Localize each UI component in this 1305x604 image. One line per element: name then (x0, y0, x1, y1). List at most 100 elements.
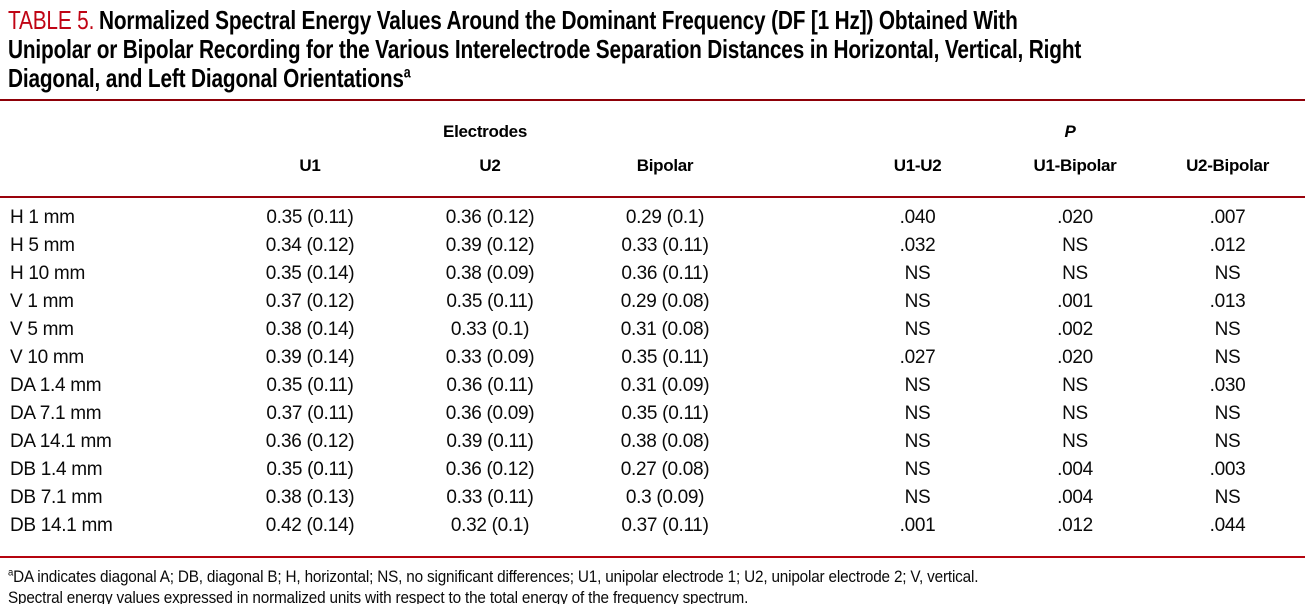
cell-bipolar: 0.27 (0.08) (620, 459, 710, 480)
cell-p-u2-bipolar: .013 (1209, 291, 1246, 312)
column-header-bipolar: Bipolar (636, 156, 694, 175)
cell-p-u2-bipolar: NS (1214, 487, 1241, 508)
results-table: Electrodes P U1 U2 Bipolar U1-U2 U1-Bipo… (0, 99, 1305, 558)
cell-p-u1-bipolar: .004 (1057, 459, 1093, 480)
empty-header-cell (0, 100, 200, 146)
cell-p-u1-u2: NS (904, 263, 931, 284)
cell-u2: 0.33 (0.11) (446, 487, 534, 508)
cell-u2: 0.36 (0.12) (445, 207, 535, 228)
table-row: V 1 mm 0.37 (0.12) 0.35 (0.11) 0.29 (0.0… (0, 288, 1305, 316)
cell-bipolar: 0.31 (0.09) (620, 375, 710, 396)
table-row: H 1 mm 0.35 (0.11) 0.36 (0.12) 0.29 (0.1… (0, 197, 1305, 232)
cell-p-u1-bipolar: .004 (1057, 487, 1093, 508)
cell-u2: 0.39 (0.11) (446, 431, 534, 452)
cell-p-u1-bipolar: .012 (1057, 515, 1093, 536)
cell-u2: 0.33 (0.1) (450, 319, 530, 340)
cell-p-u1-u2: .040 (899, 207, 936, 228)
cell-bipolar: 0.35 (0.11) (621, 347, 709, 368)
cell-p-u2-bipolar: .007 (1209, 207, 1246, 228)
table-header: Electrodes P U1 U2 Bipolar U1-U2 U1-Bipo… (0, 100, 1305, 197)
cell-bipolar: 0.29 (0.1) (625, 207, 705, 228)
table-row: H 5 mm 0.34 (0.12) 0.39 (0.12) 0.33 (0.1… (0, 232, 1305, 260)
cell-bipolar: 0.31 (0.08) (620, 319, 710, 340)
spacer-cell (770, 197, 835, 232)
cell-p-u2-bipolar: NS (1214, 431, 1241, 452)
cell-p-u1-bipolar: .002 (1057, 319, 1093, 340)
cell-p-u2-bipolar: NS (1214, 403, 1241, 424)
spacer-cell (770, 146, 835, 197)
cell-bipolar: 0.35 (0.11) (621, 403, 709, 424)
cell-bipolar: 0.36 (0.11) (621, 263, 709, 284)
row-label: DB 1.4 mm (10, 459, 103, 480)
table-row: DB 1.4 mm 0.35 (0.11) 0.36 (0.12) 0.27 (… (0, 456, 1305, 484)
row-label: DB 7.1 mm (10, 487, 103, 508)
cell-u2: 0.36 (0.11) (446, 375, 534, 396)
table-row: V 10 mm 0.39 (0.14) 0.33 (0.09) 0.35 (0.… (0, 344, 1305, 372)
cell-p-u1-u2: NS (904, 319, 931, 340)
caption-line-1: TABLE 5. Normalized Spectral Energy Value… (8, 6, 1046, 35)
row-label: V 5 mm (10, 319, 74, 340)
cell-p-u1-bipolar: NS (1062, 263, 1088, 284)
row-label: V 10 mm (10, 347, 84, 368)
cell-p-u2-bipolar: .003 (1209, 459, 1246, 480)
caption-line-2: Unipolar or Bipolar Recording for the Va… (8, 34, 1082, 64)
spacer-cell (770, 428, 835, 456)
cell-u2: 0.38 (0.09) (445, 263, 535, 284)
cell-u2: 0.32 (0.1) (450, 515, 530, 536)
cell-u1: 0.35 (0.11) (266, 459, 354, 480)
spacer-cell (770, 512, 835, 557)
cell-u2: 0.36 (0.12) (445, 459, 535, 480)
table-row: V 5 mm 0.38 (0.14) 0.33 (0.1) 0.31 (0.08… (0, 316, 1305, 344)
cell-u1: 0.42 (0.14) (265, 515, 355, 536)
cell-p-u2-bipolar: .044 (1209, 515, 1246, 536)
footnote-line-2: Spectral energy values expressed in norm… (8, 588, 749, 604)
cell-p-u1-u2: .027 (899, 347, 936, 368)
caption-line-1-text: Normalized Spectral Energy Values Around… (99, 5, 1018, 35)
cell-u2: 0.39 (0.12) (445, 235, 535, 256)
cell-p-u1-bipolar: NS (1062, 403, 1088, 424)
row-label: DA 1.4 mm (10, 375, 102, 396)
spacer-cell (770, 484, 835, 512)
cell-p-u1-bipolar: .020 (1057, 207, 1093, 228)
cell-u1: 0.37 (0.11) (266, 403, 354, 424)
row-label: DB 14.1 mm (10, 515, 113, 536)
cell-p-u2-bipolar: NS (1214, 263, 1241, 284)
column-header-row: U1 U2 Bipolar U1-U2 U1-Bipolar U2-Bipola… (0, 146, 1305, 197)
cell-u2: 0.33 (0.09) (445, 347, 535, 368)
cell-u1: 0.34 (0.12) (265, 235, 355, 256)
cell-p-u1-u2: .032 (899, 235, 936, 256)
cell-p-u1-u2: NS (904, 431, 931, 452)
cell-u1: 0.38 (0.14) (265, 319, 355, 340)
cell-p-u1-bipolar: NS (1062, 235, 1088, 256)
p-group-header: P (1064, 122, 1076, 141)
column-header-u2: U2 (479, 156, 501, 175)
spacer-cell (770, 400, 835, 428)
cell-p-u2-bipolar: .012 (1209, 235, 1246, 256)
spacer-cell (770, 372, 835, 400)
cell-p-u2-bipolar: NS (1214, 347, 1241, 368)
table-row: DB 7.1 mm 0.38 (0.13) 0.33 (0.11) 0.3 (0… (0, 484, 1305, 512)
spacer-cell (770, 100, 835, 146)
spacer-cell (770, 288, 835, 316)
cell-p-u1-u2: NS (904, 375, 931, 396)
spacer-cell (770, 232, 835, 260)
cell-p-u1-bipolar: .020 (1057, 347, 1093, 368)
cell-u1: 0.38 (0.13) (265, 487, 355, 508)
footnote-marker: a (8, 566, 14, 579)
spacer-cell (770, 456, 835, 484)
spacer-cell (770, 316, 835, 344)
row-label: H 1 mm (10, 207, 75, 228)
cell-p-u2-bipolar: .030 (1209, 375, 1246, 396)
column-header-u1-bipolar: U1-Bipolar (1033, 156, 1117, 175)
table-number: TABLE 5. (8, 5, 95, 35)
cell-u2: 0.35 (0.11) (446, 291, 534, 312)
cell-p-u1-u2: NS (904, 403, 931, 424)
table-body: H 1 mm 0.35 (0.11) 0.36 (0.12) 0.29 (0.1… (0, 197, 1305, 557)
cell-bipolar: 0.29 (0.08) (620, 291, 710, 312)
table-footnotes: aDA indicates diagonal A; DB, diagonal B… (8, 566, 1175, 604)
cell-p-u1-bipolar: NS (1062, 431, 1088, 452)
cell-p-u1-u2: NS (904, 291, 931, 312)
spacer-cell (770, 344, 835, 372)
spacer-cell (770, 260, 835, 288)
table-row: DB 14.1 mm 0.42 (0.14) 0.32 (0.1) 0.37 (… (0, 512, 1305, 557)
